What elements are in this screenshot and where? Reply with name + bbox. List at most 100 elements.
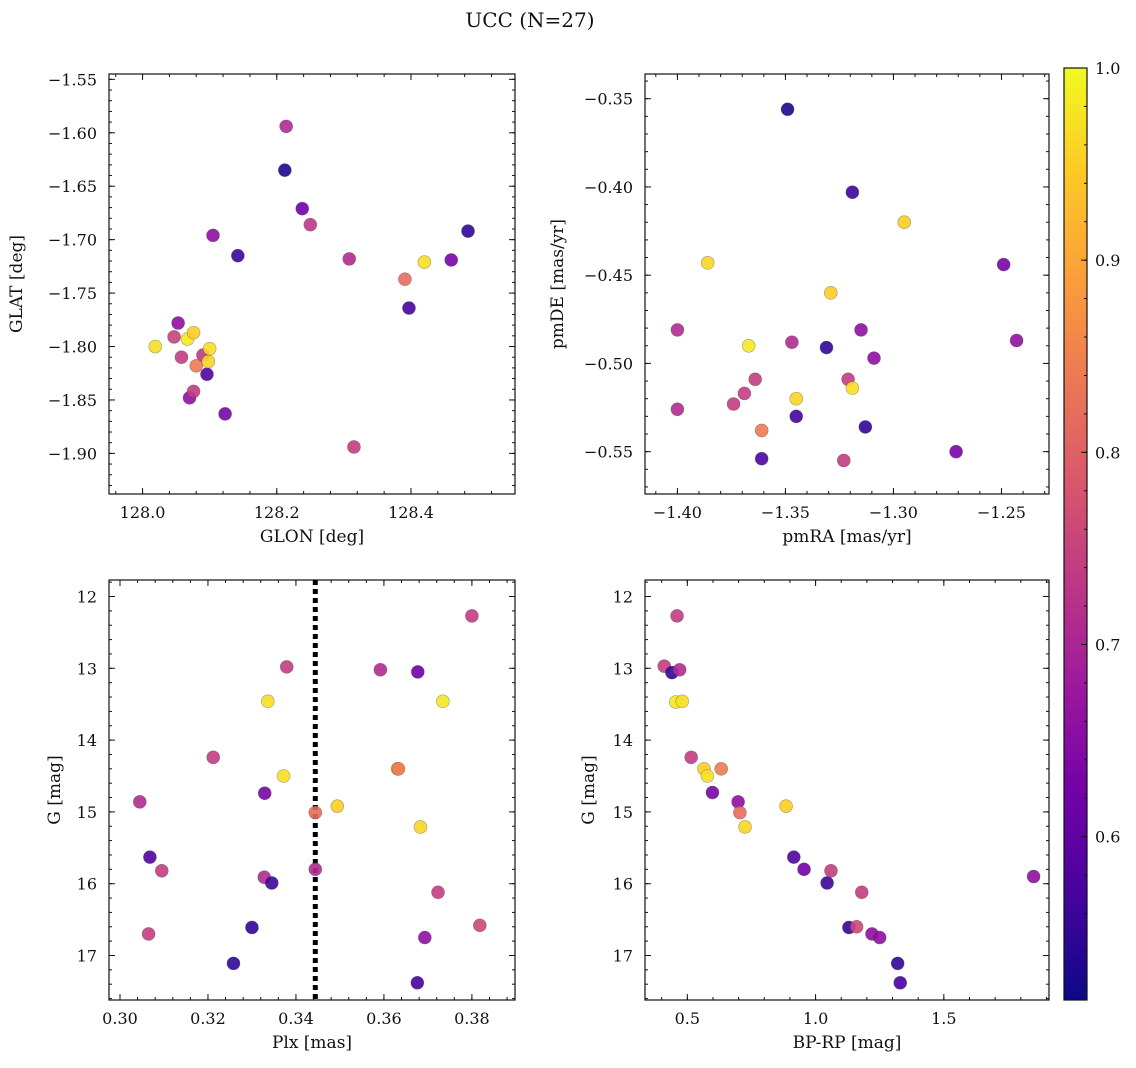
scatter-point: [780, 102, 795, 117]
scatter-point: [171, 316, 185, 330]
y-tick-label: −0.50: [584, 354, 633, 373]
scatter-point: [276, 769, 291, 783]
scatter-point: [819, 340, 834, 355]
y-tick-label: −0.40: [584, 178, 633, 197]
scatter-point: [473, 918, 487, 933]
scatter-point: [206, 750, 221, 765]
y-tick-label: −1.75: [48, 284, 97, 303]
colorbar-tick-label: 1.0: [1095, 59, 1120, 78]
scatter-point: [143, 850, 157, 864]
panel-glon-glat: 128.0 128.2 128.4 −1.55 −1.60 −1.65 −1.70 −1.75…: [7, 70, 516, 547]
scatter-point: [754, 451, 769, 466]
y-tick-label: 14: [77, 731, 97, 750]
x-tick-label: −1.40: [653, 503, 702, 522]
y-tick-label: 12: [77, 588, 97, 607]
scatter-point: [854, 323, 868, 337]
scatter-point: [148, 339, 163, 354]
x-tick-label: −1.30: [869, 503, 918, 522]
colorbar-tick-label: 0.8: [1095, 443, 1120, 462]
scatter-point: [303, 217, 318, 232]
scatter-point: [436, 694, 450, 709]
scatter-point: [897, 215, 912, 230]
scatter-point: [867, 351, 881, 365]
scatter-point: [785, 335, 799, 350]
y-tick-label: 12: [613, 588, 633, 607]
scatter-point: [278, 163, 292, 177]
scatter-point: [672, 662, 687, 677]
scatter-point: [700, 769, 715, 783]
y-tick-label: 16: [77, 875, 97, 894]
x-axis-label: pmRA [mas/yr]: [782, 527, 911, 547]
scatter-point: [754, 423, 769, 438]
scatter-point: [431, 885, 445, 900]
y-tick-label: 17: [613, 946, 633, 965]
colorbar-tick-label: 0.6: [1095, 828, 1120, 847]
x-tick-label: 0.36: [366, 1009, 402, 1028]
x-tick-label: 128.2: [254, 503, 300, 522]
axes-frame: [644, 579, 1050, 1001]
scatter-point: [789, 409, 804, 424]
y-tick-label: −0.35: [584, 90, 633, 109]
scatter-point: [218, 407, 232, 421]
y-tick-label: 14: [613, 731, 633, 750]
x-tick-label: 0.5: [675, 1009, 700, 1028]
scatter-point: [206, 228, 220, 243]
scatter-point: [260, 694, 275, 709]
x-tick-label: 1.0: [803, 1009, 828, 1028]
scatter-point: [189, 358, 204, 373]
y-tick-label: 17: [77, 946, 97, 965]
scatter-point: [705, 785, 720, 800]
scatter-point: [733, 805, 747, 820]
scatter-point: [684, 750, 698, 765]
scatter-point: [845, 185, 860, 200]
scatter-point: [167, 330, 181, 344]
panel-pmra-pmde: −1.40 −1.35 −1.30 −1.25 −0.35 −0.40 −0.45 −0.50…: [548, 73, 1050, 547]
scatter-point: [890, 956, 905, 971]
scatter-point: [670, 609, 684, 623]
scatter-point: [820, 876, 834, 890]
scatter-point: [789, 391, 804, 406]
scatter-point: [714, 762, 728, 776]
scatter-point: [726, 397, 741, 411]
scatter-point: [342, 252, 357, 266]
axes-frame: [644, 73, 1050, 495]
scatter-point: [893, 975, 908, 990]
y-tick-label: −1.60: [48, 124, 97, 143]
y-tick-label: −0.55: [584, 443, 633, 462]
scatter-point: [154, 863, 169, 878]
scatter-point: [295, 201, 310, 216]
scatter-point: [373, 662, 388, 677]
scatter-point: [245, 920, 259, 935]
y-tick-label: 13: [613, 659, 633, 678]
scatter-point: [675, 694, 689, 709]
scatter-point: [231, 248, 245, 263]
scatter-point: [737, 386, 752, 401]
scatter-point: [854, 885, 869, 900]
scatter-point: [264, 876, 279, 890]
colorbar-gradient: [1063, 67, 1088, 1001]
scatter-point: [410, 975, 425, 990]
x-tick-label: 0.30: [102, 1009, 138, 1028]
x-axis-label: BP-RP [mag]: [793, 1033, 902, 1053]
scatter-point: [996, 257, 1011, 272]
scatter-point: [402, 301, 416, 315]
scatter-point: [226, 956, 241, 971]
scatter-point: [200, 367, 214, 382]
figure-title: UCC (N=27): [465, 8, 594, 32]
scatter-point: [141, 927, 156, 941]
colorbar-tick-label: 0.9: [1095, 251, 1120, 270]
y-tick-label: −1.80: [48, 338, 97, 357]
scatter-point: [738, 820, 752, 834]
axes-frame: [108, 579, 516, 1001]
scatter-point: [186, 384, 201, 399]
y-axis-label: G [mag]: [579, 755, 599, 824]
axes-frame: [108, 73, 516, 495]
scatter-point: [845, 381, 860, 395]
x-tick-label: 128.4: [388, 503, 434, 522]
scatter-point: [741, 338, 756, 353]
scatter-point: [279, 119, 293, 134]
colorbar: 0.6 0.7 0.8 0.9 1.0: [1063, 59, 1120, 1001]
x-tick-label: 1.5: [931, 1009, 956, 1028]
scatter-point: [748, 372, 762, 387]
